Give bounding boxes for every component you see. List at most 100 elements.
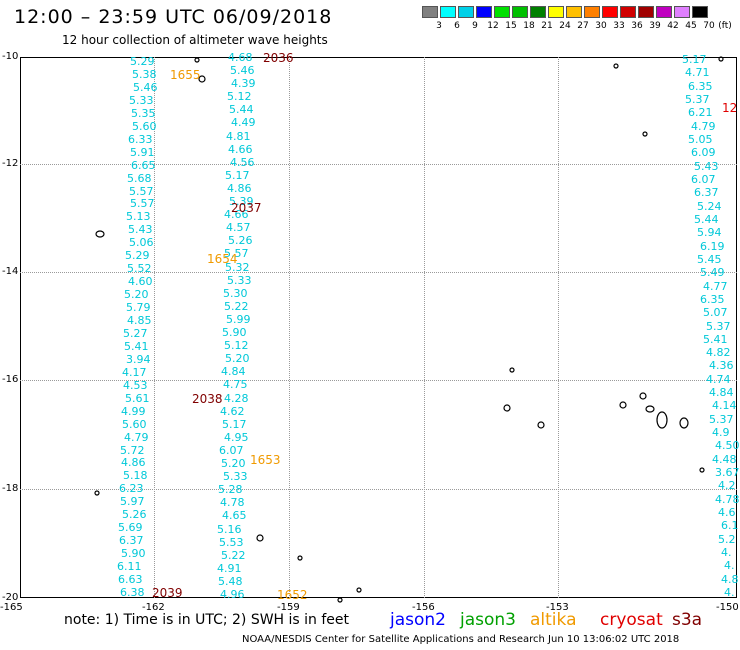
color-scale-tick: 42 bbox=[667, 21, 679, 31]
swh-value: 6.35 bbox=[700, 293, 725, 306]
color-swatch bbox=[602, 6, 618, 18]
swh-value: 6.33 bbox=[128, 133, 153, 146]
longitude-label: -156 bbox=[412, 602, 435, 613]
swh-value: 6.63 bbox=[118, 573, 143, 586]
swh-value: 5.48 bbox=[218, 575, 243, 588]
swh-value: 5.49 bbox=[700, 266, 725, 279]
island-outline bbox=[656, 411, 668, 429]
island-outline bbox=[537, 421, 545, 429]
swh-value: 4.71 bbox=[685, 66, 710, 79]
swh-value: 4.79 bbox=[124, 431, 149, 444]
swh-value: 6.19 bbox=[700, 240, 725, 253]
page-title: 12:00 – 23:59 UTC 06/09/2018 bbox=[14, 6, 333, 28]
time-label-1654: 1654 bbox=[207, 252, 238, 266]
swh-value: 6.38 bbox=[120, 586, 145, 599]
swh-value: 4.78 bbox=[220, 496, 245, 509]
swh-value: 4.48 bbox=[712, 453, 737, 466]
island-outline bbox=[503, 404, 511, 412]
swh-value: 4. bbox=[721, 546, 732, 559]
parallel-line bbox=[20, 489, 737, 490]
swh-value: 5.94 bbox=[697, 226, 722, 239]
swh-value: 6.35 bbox=[688, 80, 713, 93]
swh-value: 5.17 bbox=[222, 418, 247, 431]
swh-value: 5.61 bbox=[125, 392, 150, 405]
swh-value: 4.66 bbox=[228, 143, 253, 156]
color-swatch bbox=[512, 6, 528, 18]
swh-value: 5.13 bbox=[126, 210, 151, 223]
swh-value: 5.22 bbox=[224, 300, 249, 313]
color-scale-tick: 27 bbox=[577, 21, 589, 31]
time-label-1653: 1653 bbox=[250, 453, 281, 467]
satellite-name: jason2 bbox=[390, 610, 446, 630]
color-scale-tick: 12 bbox=[487, 21, 499, 31]
swh-value: 4.49 bbox=[231, 116, 256, 129]
swh-value: 5.45 bbox=[697, 253, 722, 266]
color-swatch bbox=[458, 6, 474, 18]
swh-value: 5.37 bbox=[685, 93, 710, 106]
swh-value: 5.33 bbox=[227, 274, 252, 287]
color-swatch bbox=[692, 6, 708, 18]
meridian-line bbox=[558, 57, 559, 598]
island-outline bbox=[94, 490, 100, 496]
color-swatch bbox=[674, 6, 690, 18]
swh-value: 5.06 bbox=[129, 236, 154, 249]
swh-value: 5.46 bbox=[133, 81, 158, 94]
color-scale-tick: 39 bbox=[649, 21, 661, 31]
swh-value: 5.97 bbox=[120, 495, 145, 508]
swh-value: 5.43 bbox=[694, 160, 719, 173]
latitude-label: -14 bbox=[2, 266, 19, 277]
swh-value: 5.33 bbox=[223, 470, 248, 483]
swh-value: 4.99 bbox=[121, 405, 146, 418]
swh-value: 5.41 bbox=[703, 333, 728, 346]
color-swatch bbox=[530, 6, 546, 18]
color-scale-tick: 18 bbox=[523, 21, 535, 31]
swh-value: 5.37 bbox=[709, 413, 734, 426]
meridian-line bbox=[424, 57, 425, 598]
swh-value: 3.67 bbox=[715, 466, 740, 479]
island-outline bbox=[613, 63, 619, 69]
satellite-name: jason3 bbox=[460, 610, 516, 630]
swh-value: 5.44 bbox=[694, 213, 719, 226]
swh-value: 6.65 bbox=[131, 159, 156, 172]
swh-value: 5.33 bbox=[129, 94, 154, 107]
island-outline bbox=[337, 597, 343, 603]
latitude-label: -20 bbox=[2, 592, 19, 603]
swh-value: 6.11 bbox=[117, 560, 142, 573]
swh-value: 5.12 bbox=[227, 90, 252, 103]
swh-value: 5.37 bbox=[706, 320, 731, 333]
swh-value: 5.53 bbox=[219, 536, 244, 549]
swh-value: 5.29 bbox=[130, 55, 155, 68]
latitude-label: -12 bbox=[2, 158, 19, 169]
swh-value: 4.14 bbox=[712, 399, 737, 412]
time-label-2039: 2039 bbox=[152, 586, 183, 600]
swh-value: 6.37 bbox=[119, 534, 144, 547]
swh-value: 5.91 bbox=[130, 146, 155, 159]
swh-value: 5.72 bbox=[120, 444, 145, 457]
swh-value: 4.86 bbox=[227, 182, 252, 195]
swh-value: 4.75 bbox=[223, 378, 248, 391]
swh-value: 4.60 bbox=[128, 275, 153, 288]
swh-value: 4.68 bbox=[228, 51, 253, 64]
longitude-label: -165 bbox=[0, 602, 23, 613]
color-swatch bbox=[422, 6, 438, 18]
latitude-label: -16 bbox=[2, 374, 19, 385]
swh-value: 6.1 bbox=[721, 519, 739, 532]
time-label-2036: 2036 bbox=[263, 51, 294, 65]
color-swatch bbox=[548, 6, 564, 18]
swh-value: 4.62 bbox=[220, 405, 245, 418]
color-swatch bbox=[620, 6, 636, 18]
swh-value: 5.28 bbox=[218, 483, 243, 496]
swh-value: 5.17 bbox=[225, 169, 250, 182]
swh-value: 5.99 bbox=[226, 313, 251, 326]
swh-value: 5.35 bbox=[131, 107, 156, 120]
satellite-name: altika bbox=[530, 610, 577, 630]
swh-value: 4.65 bbox=[222, 509, 247, 522]
swh-value: 4.66 bbox=[224, 208, 249, 221]
swh-value: 5.20 bbox=[225, 352, 250, 365]
credit-line: NOAA/NESDIS Center for Satellite Applica… bbox=[242, 634, 680, 645]
map-frame bbox=[20, 57, 737, 598]
swh-value: 4.8 bbox=[721, 573, 739, 586]
color-swatch bbox=[476, 6, 492, 18]
island-outline bbox=[619, 401, 627, 409]
